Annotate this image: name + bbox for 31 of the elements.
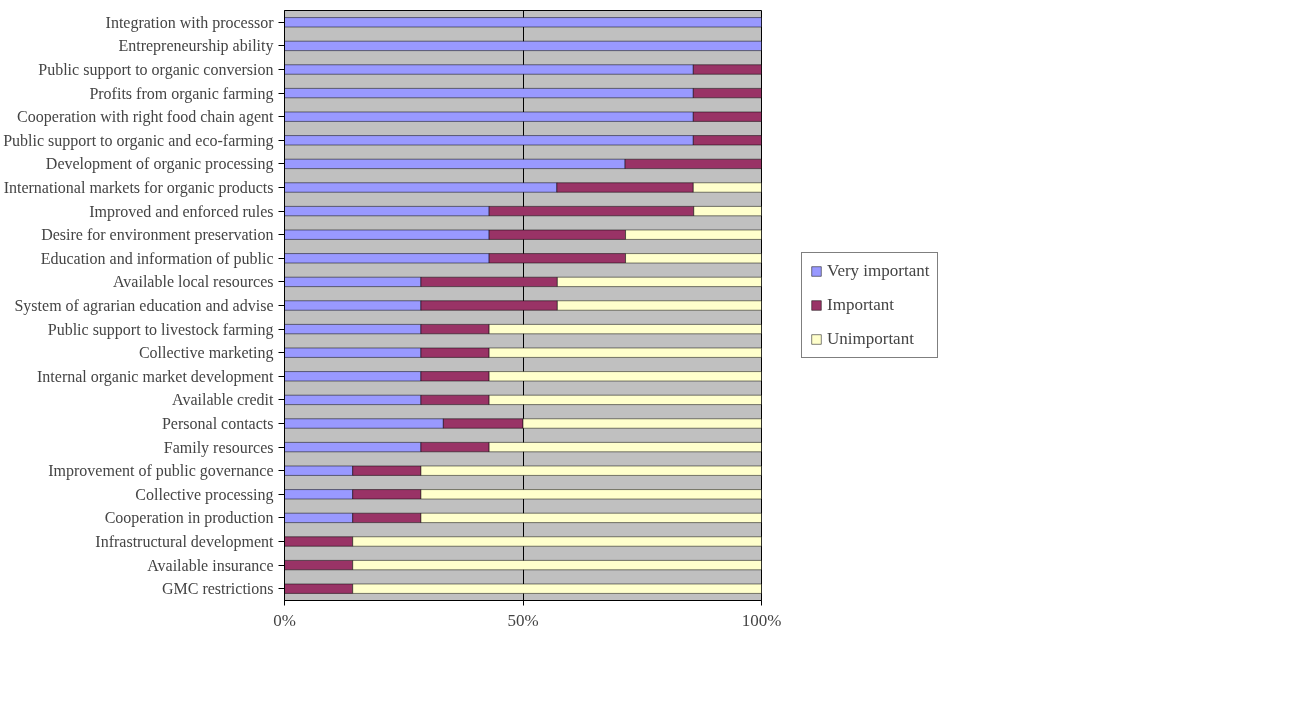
- legend-label: Unimportant: [827, 329, 914, 349]
- legend-label: Very important: [827, 261, 930, 281]
- y-tick-label: Education and information of public: [40, 249, 274, 268]
- y-tick-label: Improved and enforced rules: [89, 202, 274, 221]
- y-tick-label: Public support to organic conversion: [38, 61, 274, 79]
- y-tick-label: Improvement of public governance: [48, 462, 274, 481]
- y-tick-label: International markets for organic products: [3, 179, 274, 197]
- y-tick-label: Available local resources: [112, 273, 274, 291]
- y-tick-label: Internal organic market development: [37, 367, 275, 386]
- y-tick-label: System of agrarian education and advise: [14, 297, 274, 315]
- x-tick-label: 0%: [273, 610, 296, 630]
- y-tick-label: Collective processing: [135, 485, 274, 504]
- y-tick-label: Entrepreneurship ability: [118, 37, 274, 56]
- y-tick-label: Profits from organic farming: [89, 84, 274, 103]
- y-tick-label: Development of organic processing: [45, 155, 274, 174]
- x-tick-label: 50%: [507, 610, 539, 630]
- y-tick-label: Collective marketing: [138, 344, 274, 363]
- y-tick-label: Desire for environment preservation: [41, 226, 274, 245]
- y-tick-label: Cooperation with right food chain agent: [17, 108, 275, 127]
- y-tick-label: GMC restrictions: [161, 580, 274, 598]
- y-tick-label: Available credit: [172, 391, 275, 409]
- y-tick-label: Public support to organic and eco-farming: [3, 131, 274, 150]
- x-tick-label: 100%: [741, 610, 782, 630]
- y-tick-label: Cooperation in production: [104, 509, 274, 528]
- y-tick-label: Infrastructural development: [95, 533, 275, 551]
- y-tick-label: Family resources: [163, 438, 274, 457]
- y-tick-label: Integration with processor: [105, 13, 275, 32]
- y-tick-label: Personal contacts: [161, 415, 274, 432]
- legend-label: Important: [827, 295, 895, 315]
- y-tick-label: Available insurance: [147, 556, 274, 574]
- y-tick-label: Public support to livestock farming: [47, 320, 274, 339]
